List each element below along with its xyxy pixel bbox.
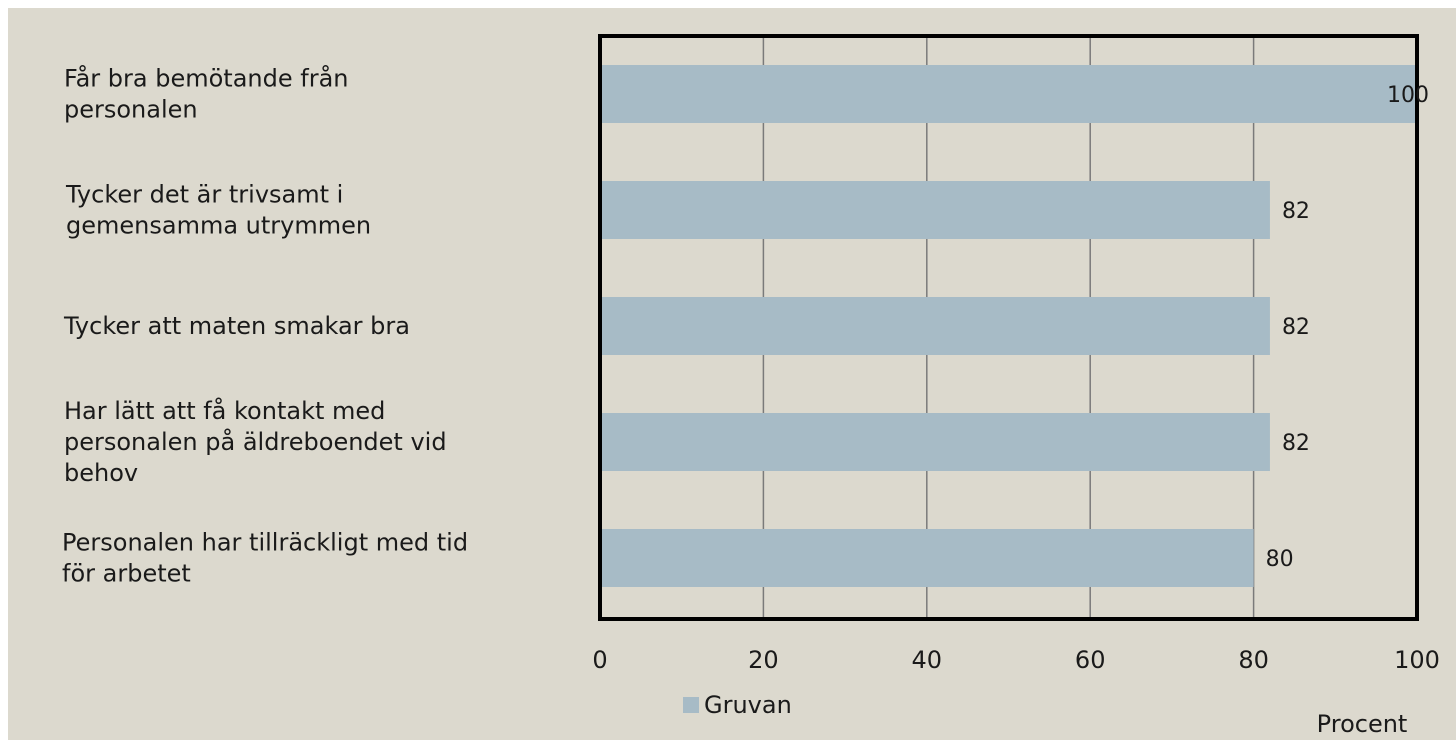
x-tick-label-60: 60 (1075, 646, 1106, 674)
legend: Gruvan (683, 691, 792, 719)
category-label-line: personalen (64, 96, 198, 124)
data-labels: 100 82 82 82 80 (1266, 83, 1429, 572)
category-label-line: Personalen har tillräckligt med tid (62, 529, 468, 557)
data-label-3: 82 (1282, 431, 1310, 456)
data-label-0: 100 (1387, 83, 1429, 108)
data-label-4: 80 (1266, 547, 1294, 572)
bars (600, 65, 1417, 587)
category-label-line: Har lätt att få kontakt med (64, 396, 385, 425)
category-label-line: personalen på äldreboendet vid (64, 427, 447, 456)
legend-swatch (683, 697, 699, 713)
x-tick-label-100: 100 (1394, 646, 1440, 674)
category-label-line: Får bra bemötande från (64, 64, 349, 93)
bar-4 (600, 529, 1254, 587)
bar-0 (600, 65, 1417, 123)
bar-3 (600, 413, 1270, 471)
x-tick-label-80: 80 (1238, 646, 1269, 674)
category-labels: Får bra bemötande från personalen Tycker d… (62, 64, 468, 588)
plot-area-frame (598, 34, 1419, 621)
legend-label: Gruvan (704, 691, 792, 719)
x-axis-label: Procent (1317, 710, 1408, 738)
x-tick-label-20: 20 (748, 646, 779, 674)
category-label-4: Personalen har tillräckligt med tid för a… (62, 529, 468, 588)
category-label-1: Tycker det är trivsamt i gemensamma utrym… (65, 181, 371, 240)
category-label-line: gemensamma utrymmen (66, 212, 371, 240)
x-tick-label-0: 0 (592, 646, 607, 674)
category-label-2: Tycker att maten smakar bra (63, 312, 410, 340)
x-tick-label-40: 40 (912, 646, 943, 674)
x-tick-labels: 0 20 40 60 80 100 (592, 646, 1440, 674)
bar-2 (600, 297, 1270, 355)
category-label-line: Tycker att maten smakar bra (63, 312, 410, 340)
category-label-line: för arbetet (62, 560, 191, 588)
category-label-line: Tycker det är trivsamt i (65, 181, 343, 209)
data-label-1: 82 (1282, 199, 1310, 224)
bar-1 (600, 181, 1270, 239)
category-label-line: behov (64, 459, 138, 487)
category-label-0: Får bra bemötande från personalen (64, 64, 349, 124)
data-label-2: 82 (1282, 315, 1310, 340)
category-label-3: Har lätt att få kontakt med personalen på… (64, 396, 447, 487)
